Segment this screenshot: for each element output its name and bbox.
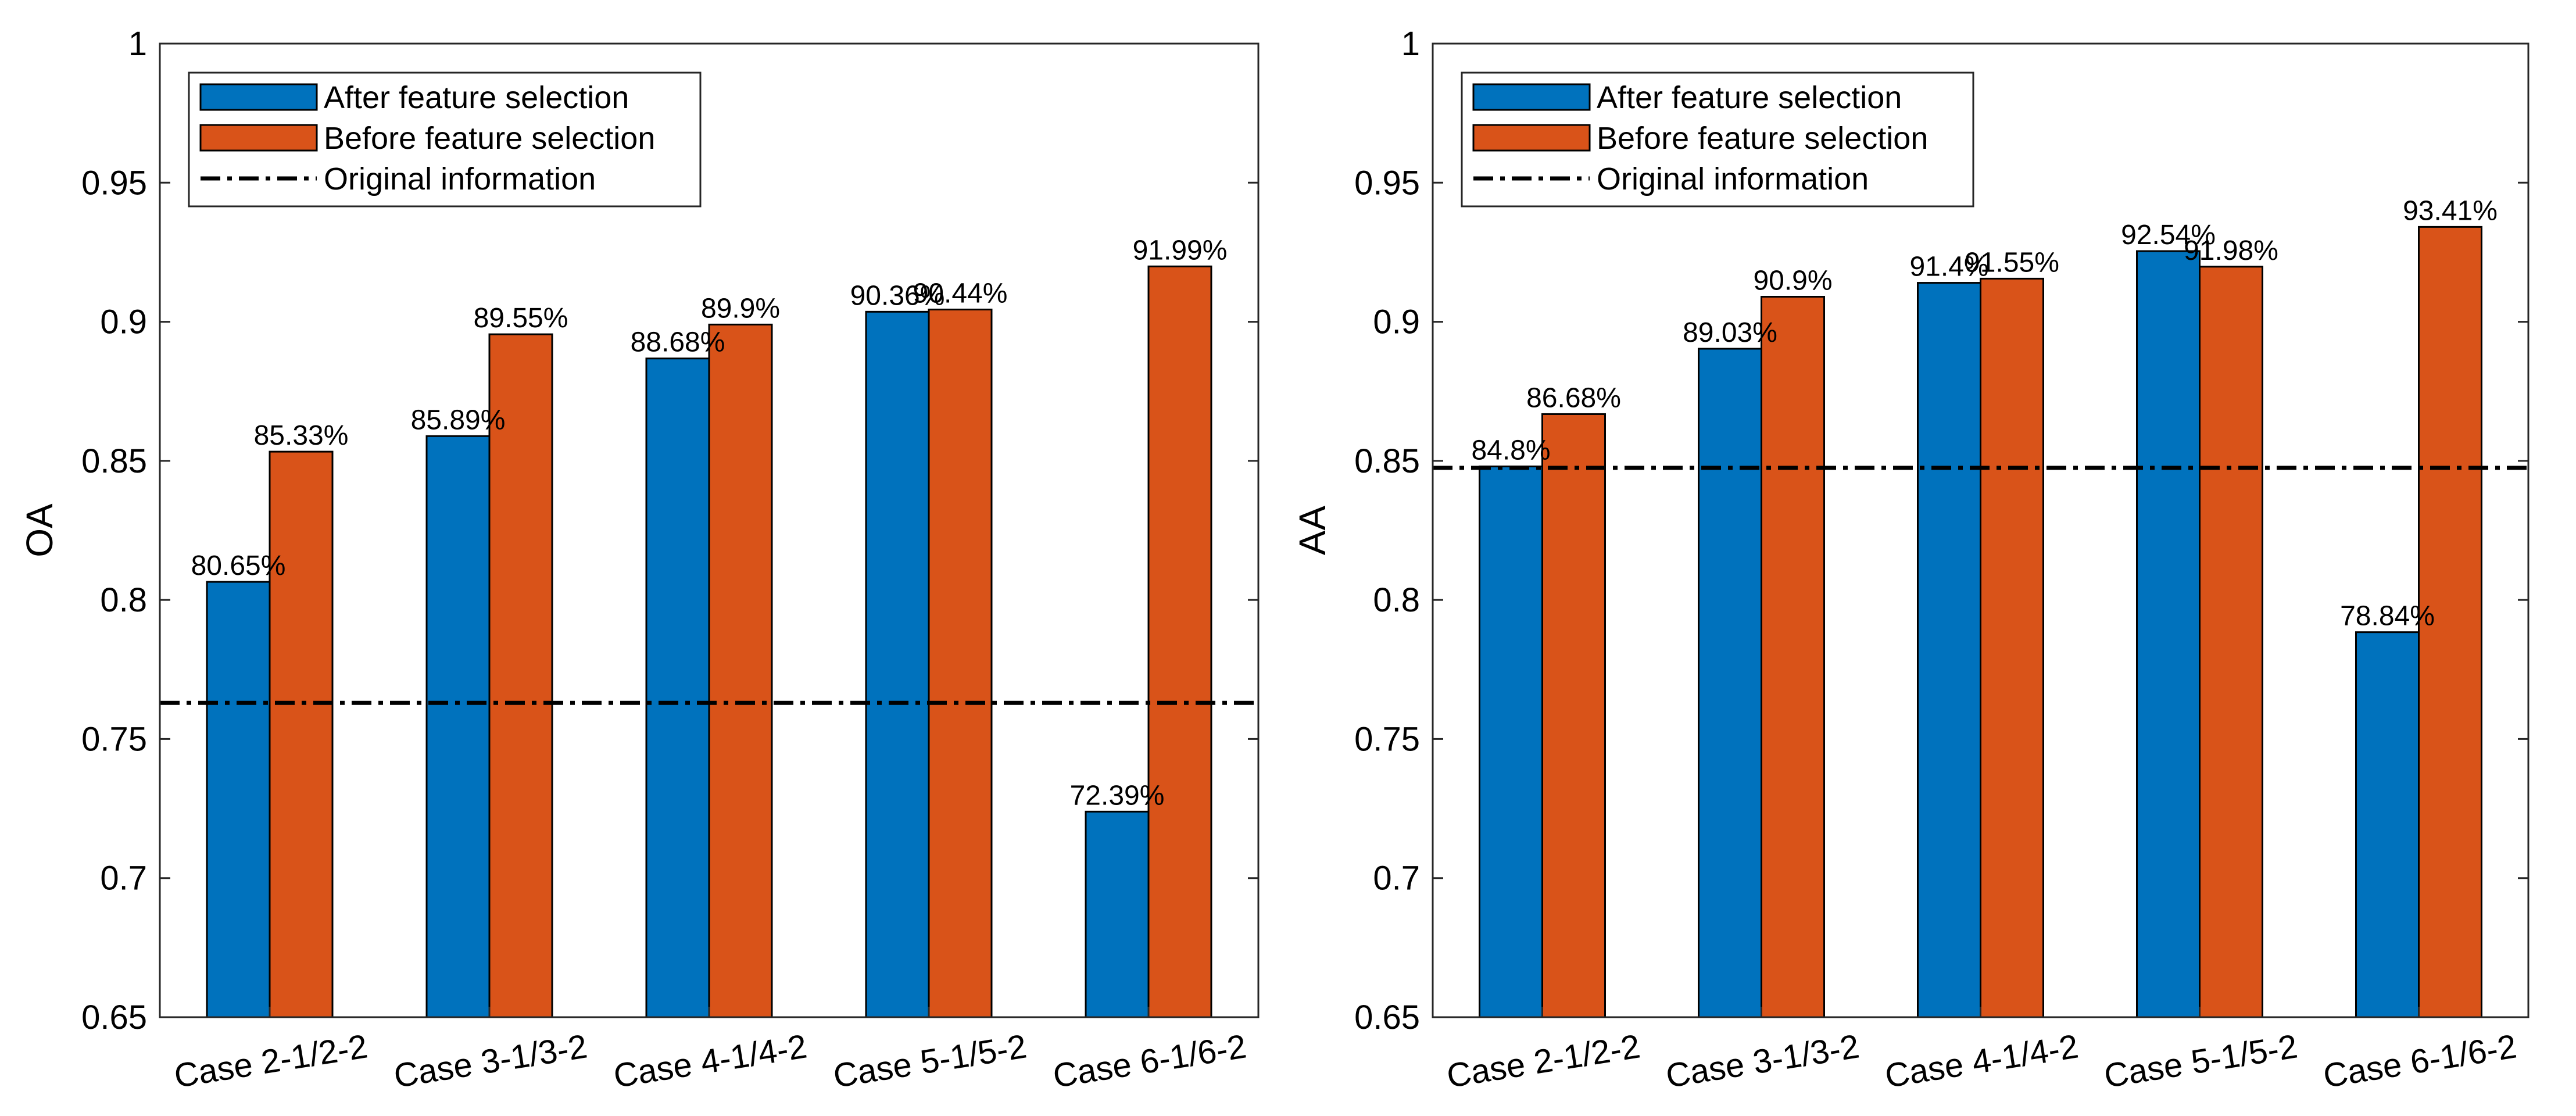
legend-label-original: Original information [324,162,596,196]
y-tick-label: 0.75 [81,720,147,758]
y-axis-label: AA [1291,506,1333,556]
bar-after-4 [2136,250,2201,1018]
bar-before-1 [269,450,334,1018]
data-label-after-5: 72.39% [1070,780,1165,811]
bar-after-1 [1479,465,1543,1018]
legend-swatch-after [199,83,318,111]
data-label-after-2: 85.89% [411,405,506,435]
bar-before-5 [1147,265,1212,1018]
bar-after-3 [645,357,710,1018]
legend-swatch-before [199,124,318,152]
y-tick-label: 1 [128,25,147,63]
bar-after-1 [206,581,271,1018]
x-tick-label: Case 3-1/3-2 [391,1027,589,1095]
y-tick-label: 0.8 [100,581,147,619]
legend-label-after: After feature selection [1597,80,1902,115]
x-tick-label: Case 3-1/3-2 [1663,1027,1862,1095]
bar-after-5 [2355,631,2420,1018]
bar-before-3 [1980,277,2044,1018]
bar-before-4 [2199,266,2263,1018]
y-tick-label: 0.65 [81,999,147,1036]
bar-before-2 [488,333,553,1018]
bar-before-3 [708,323,773,1018]
y-tick-label: 0.9 [1373,303,1420,341]
chart-1: 80.65% 85.89% 88.68% 90.36% 72.39% 85.33% 89.5… [19,25,1260,1095]
x-tick-label: Case 6-1/6-2 [2321,1027,2519,1095]
legend: After feature selection Before feature se… [1461,71,1974,208]
bar-after-3 [1917,282,1981,1018]
data-label-after-1: 84.8% [1471,435,1550,466]
data-label-before-3: 91.55% [1965,247,2059,278]
x-tick-label: Case 5-1/5-2 [2102,1027,2300,1095]
y-tick-label: 0.95 [1354,164,1420,202]
data-label-after-2: 89.03% [1683,317,1777,348]
y-tick-label: 1 [1401,25,1420,63]
bar-after-2 [425,435,491,1018]
data-label-before-5: 93.41% [2403,195,2498,226]
data-label-before-2: 90.9% [1753,266,1832,296]
data-label-before-1: 86.68% [1526,382,1621,413]
bar-before-4 [928,309,993,1018]
data-label-before-2: 89.55% [474,303,568,334]
x-tick-label: Case 4-1/4-2 [611,1027,809,1095]
y-tick-label: 0.8 [1373,581,1420,619]
bar-before-2 [1761,296,1825,1018]
data-label-before-3: 89.9% [701,293,780,324]
x-tick-label: Case 6-1/6-2 [1050,1027,1248,1095]
data-label-after-4: 92.54% [2121,220,2216,251]
legend-label-before: Before feature selection [324,121,655,156]
data-label-before-4: 91.98% [2184,235,2278,266]
y-tick-label: 0.75 [1354,720,1420,758]
legend-label-before: Before feature selection [1597,121,1928,156]
data-label-before-5: 91.99% [1133,235,1228,266]
data-label-before-1: 85.33% [254,420,349,451]
y-tick-label: 0.9 [100,303,147,341]
bar-after-5 [1085,810,1150,1018]
legend-swatch-before [1472,124,1591,152]
x-tick-label: Case 5-1/5-2 [831,1027,1029,1095]
data-label-after-3: 88.68% [631,327,725,358]
y-tick-label: 0.7 [100,860,147,897]
data-label-after-3: 91.4% [1909,252,1988,282]
y-axis-label: OA [19,503,60,557]
bar-after-2 [1698,348,1762,1018]
legend-label-after: After feature selection [324,80,629,115]
data-label-after-4: 90.36% [850,280,945,311]
bar-before-1 [1541,413,1606,1018]
bar-after-4 [865,310,930,1018]
x-tick-label: Case 2-1/2-2 [1444,1027,1643,1095]
bar-before-5 [2418,226,2482,1018]
y-tick-label: 0.85 [81,442,147,480]
legend-label-original: Original information [1597,162,1869,196]
data-label-before-4: 90.44% [913,278,1008,309]
y-tick-label: 0.65 [1354,999,1420,1036]
legend-swatch-after [1472,83,1591,111]
chart-2: 84.8% 89.03% 91.4% 92.54% 78.84% 86.68% 90.9% 9… [1291,25,2530,1095]
legend: After feature selection Before feature se… [188,71,702,208]
y-tick-label: 0.7 [1373,860,1420,897]
x-tick-label: Case 2-1/2-2 [171,1027,370,1095]
x-tick-label: Case 4-1/4-2 [1883,1027,2081,1095]
data-label-after-1: 80.65% [191,550,286,581]
y-tick-label: 0.95 [81,164,147,202]
data-label-after-5: 78.84% [2340,601,2435,632]
y-tick-label: 0.85 [1354,442,1420,480]
